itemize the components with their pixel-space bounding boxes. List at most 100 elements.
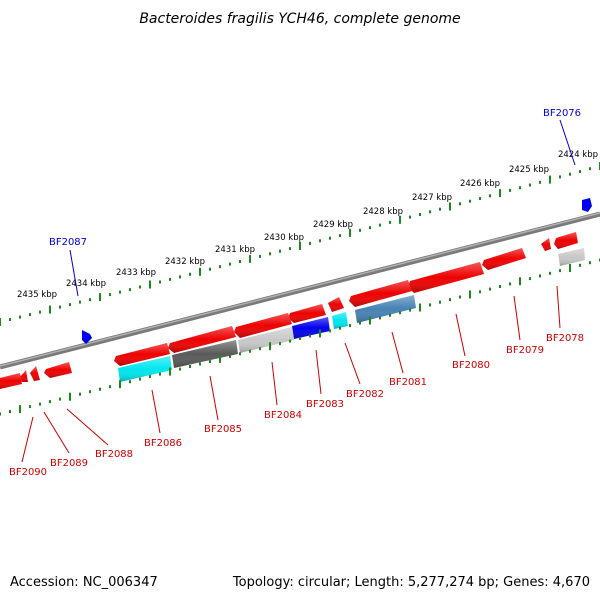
gene-bf2078-box[interactable] [558, 248, 585, 266]
gene-label-bf2080[interactable]: BF2080 [452, 360, 490, 371]
gene-label-bf2085[interactable]: BF2085 [204, 424, 242, 435]
minor-tick [259, 347, 261, 351]
gene-bf2085-box[interactable] [172, 340, 238, 368]
gene-label-bf2078[interactable]: BF2078 [546, 333, 584, 344]
minor-tick [309, 334, 311, 338]
minor-tick [69, 303, 71, 307]
minor-tick [389, 313, 391, 317]
minor-tick [509, 282, 511, 286]
gene-bf2083-box[interactable] [292, 317, 330, 339]
minor-tick [189, 365, 191, 368]
gene-label-bf2076[interactable]: BF2076 [543, 108, 581, 119]
major-tick [419, 303, 421, 312]
minor-tick [589, 261, 591, 265]
major-tick [19, 405, 21, 414]
gene-label-bf2087[interactable]: BF2087 [49, 237, 87, 248]
minor-tick [229, 354, 231, 358]
gene-label-bf2081[interactable]: BF2081 [389, 377, 427, 388]
scale-label: 2430 kbp [264, 233, 304, 243]
leader-line [315, 349, 322, 395]
minor-tick [229, 262, 231, 266]
minor-tick [409, 308, 411, 312]
leader-line [556, 285, 561, 329]
minor-tick [459, 295, 461, 299]
gene-label-bf2089[interactable]: BF2089 [50, 458, 88, 469]
minor-tick [159, 280, 161, 284]
gene-bf2084-top[interactable] [234, 313, 292, 338]
gene-label-bf2084[interactable]: BF2084 [264, 410, 302, 421]
major-tick [369, 316, 371, 325]
gene-bf2084-box[interactable] [238, 327, 294, 353]
minor-tick [39, 310, 41, 314]
gene-arrow-small[interactable] [541, 238, 551, 251]
major-tick [299, 242, 301, 250]
major-tick [99, 293, 101, 302]
minor-tick [109, 385, 111, 389]
gene-bf2082-box[interactable] [332, 312, 348, 329]
minor-tick [489, 287, 491, 291]
gene-bf2079[interactable] [482, 248, 526, 270]
inner-tick-track [0, 258, 600, 416]
gene-bf2085-top[interactable] [168, 326, 236, 353]
major-tick [49, 305, 51, 314]
gene-bf2081-box[interactable] [355, 295, 416, 323]
gene-label-bf2090[interactable]: BF2090 [9, 467, 47, 478]
gene-bf2083-top[interactable] [288, 304, 326, 323]
minor-tick [209, 360, 211, 363]
gene-bf2089[interactable] [30, 366, 40, 381]
gene-bf2086-box[interactable] [118, 356, 172, 382]
minor-tick [9, 410, 11, 413]
minor-tick [429, 303, 431, 307]
minor-tick [309, 241, 311, 245]
minor-tick [79, 392, 81, 396]
minor-tick [559, 175, 561, 179]
major-tick [519, 277, 521, 286]
scale-label: 2426 kbp [460, 179, 500, 189]
leader-line [151, 389, 161, 434]
gene-bf2076-marker[interactable] [582, 198, 592, 212]
scale-label: 2428 kbp [363, 207, 403, 217]
scale-labels: 2424 kbp 2425 kbp 2426 kbp 2427 kbp 2428 kbp… [17, 150, 598, 300]
minor-tick [429, 210, 431, 214]
minor-tick [529, 183, 531, 187]
gene-label-bf2086[interactable]: BF2086 [144, 438, 182, 449]
minor-tick [589, 167, 591, 171]
gene-bf2086-top[interactable] [114, 343, 170, 366]
minor-tick [399, 311, 401, 315]
gene-label-bf2088[interactable]: BF2088 [95, 449, 133, 460]
minor-tick [149, 375, 151, 379]
minor-tick [299, 337, 301, 340]
minor-tick [449, 298, 451, 302]
minor-tick [339, 326, 341, 330]
minor-tick [539, 180, 541, 184]
minor-tick [489, 194, 491, 198]
gene-bf2087-marker[interactable] [82, 330, 92, 344]
gene-label-bf2083[interactable]: BF2083 [306, 399, 344, 410]
minor-tick [259, 254, 261, 258]
minor-tick [79, 300, 81, 304]
minor-tick [289, 247, 291, 251]
gene-label-bf2079[interactable]: BF2079 [506, 345, 544, 356]
minor-tick [359, 321, 361, 325]
leader-line [271, 361, 278, 406]
gene-bf2078-top[interactable] [554, 232, 578, 249]
leader-line [559, 119, 576, 166]
gene-bf2082-top[interactable] [328, 297, 344, 312]
minor-tick [539, 274, 541, 278]
leader-line [344, 342, 361, 385]
minor-tick [169, 277, 171, 281]
gene-arrow-left-1[interactable] [20, 370, 28, 382]
minor-tick [179, 367, 181, 371]
gene-bf2090[interactable] [0, 373, 22, 389]
gene-bf2081[interactable] [349, 280, 412, 307]
gene-label-bf2082[interactable]: BF2082 [346, 389, 384, 400]
minor-tick [289, 339, 291, 343]
minor-tick [249, 349, 251, 353]
leader-line [69, 249, 79, 297]
gene-bf2088[interactable] [44, 362, 72, 378]
top-gene-labels: BF2076 BF2087 [49, 108, 581, 248]
minor-tick [579, 263, 581, 267]
gene-bf2080[interactable] [408, 262, 484, 293]
minor-tick [279, 342, 281, 346]
minor-tick [239, 352, 241, 356]
